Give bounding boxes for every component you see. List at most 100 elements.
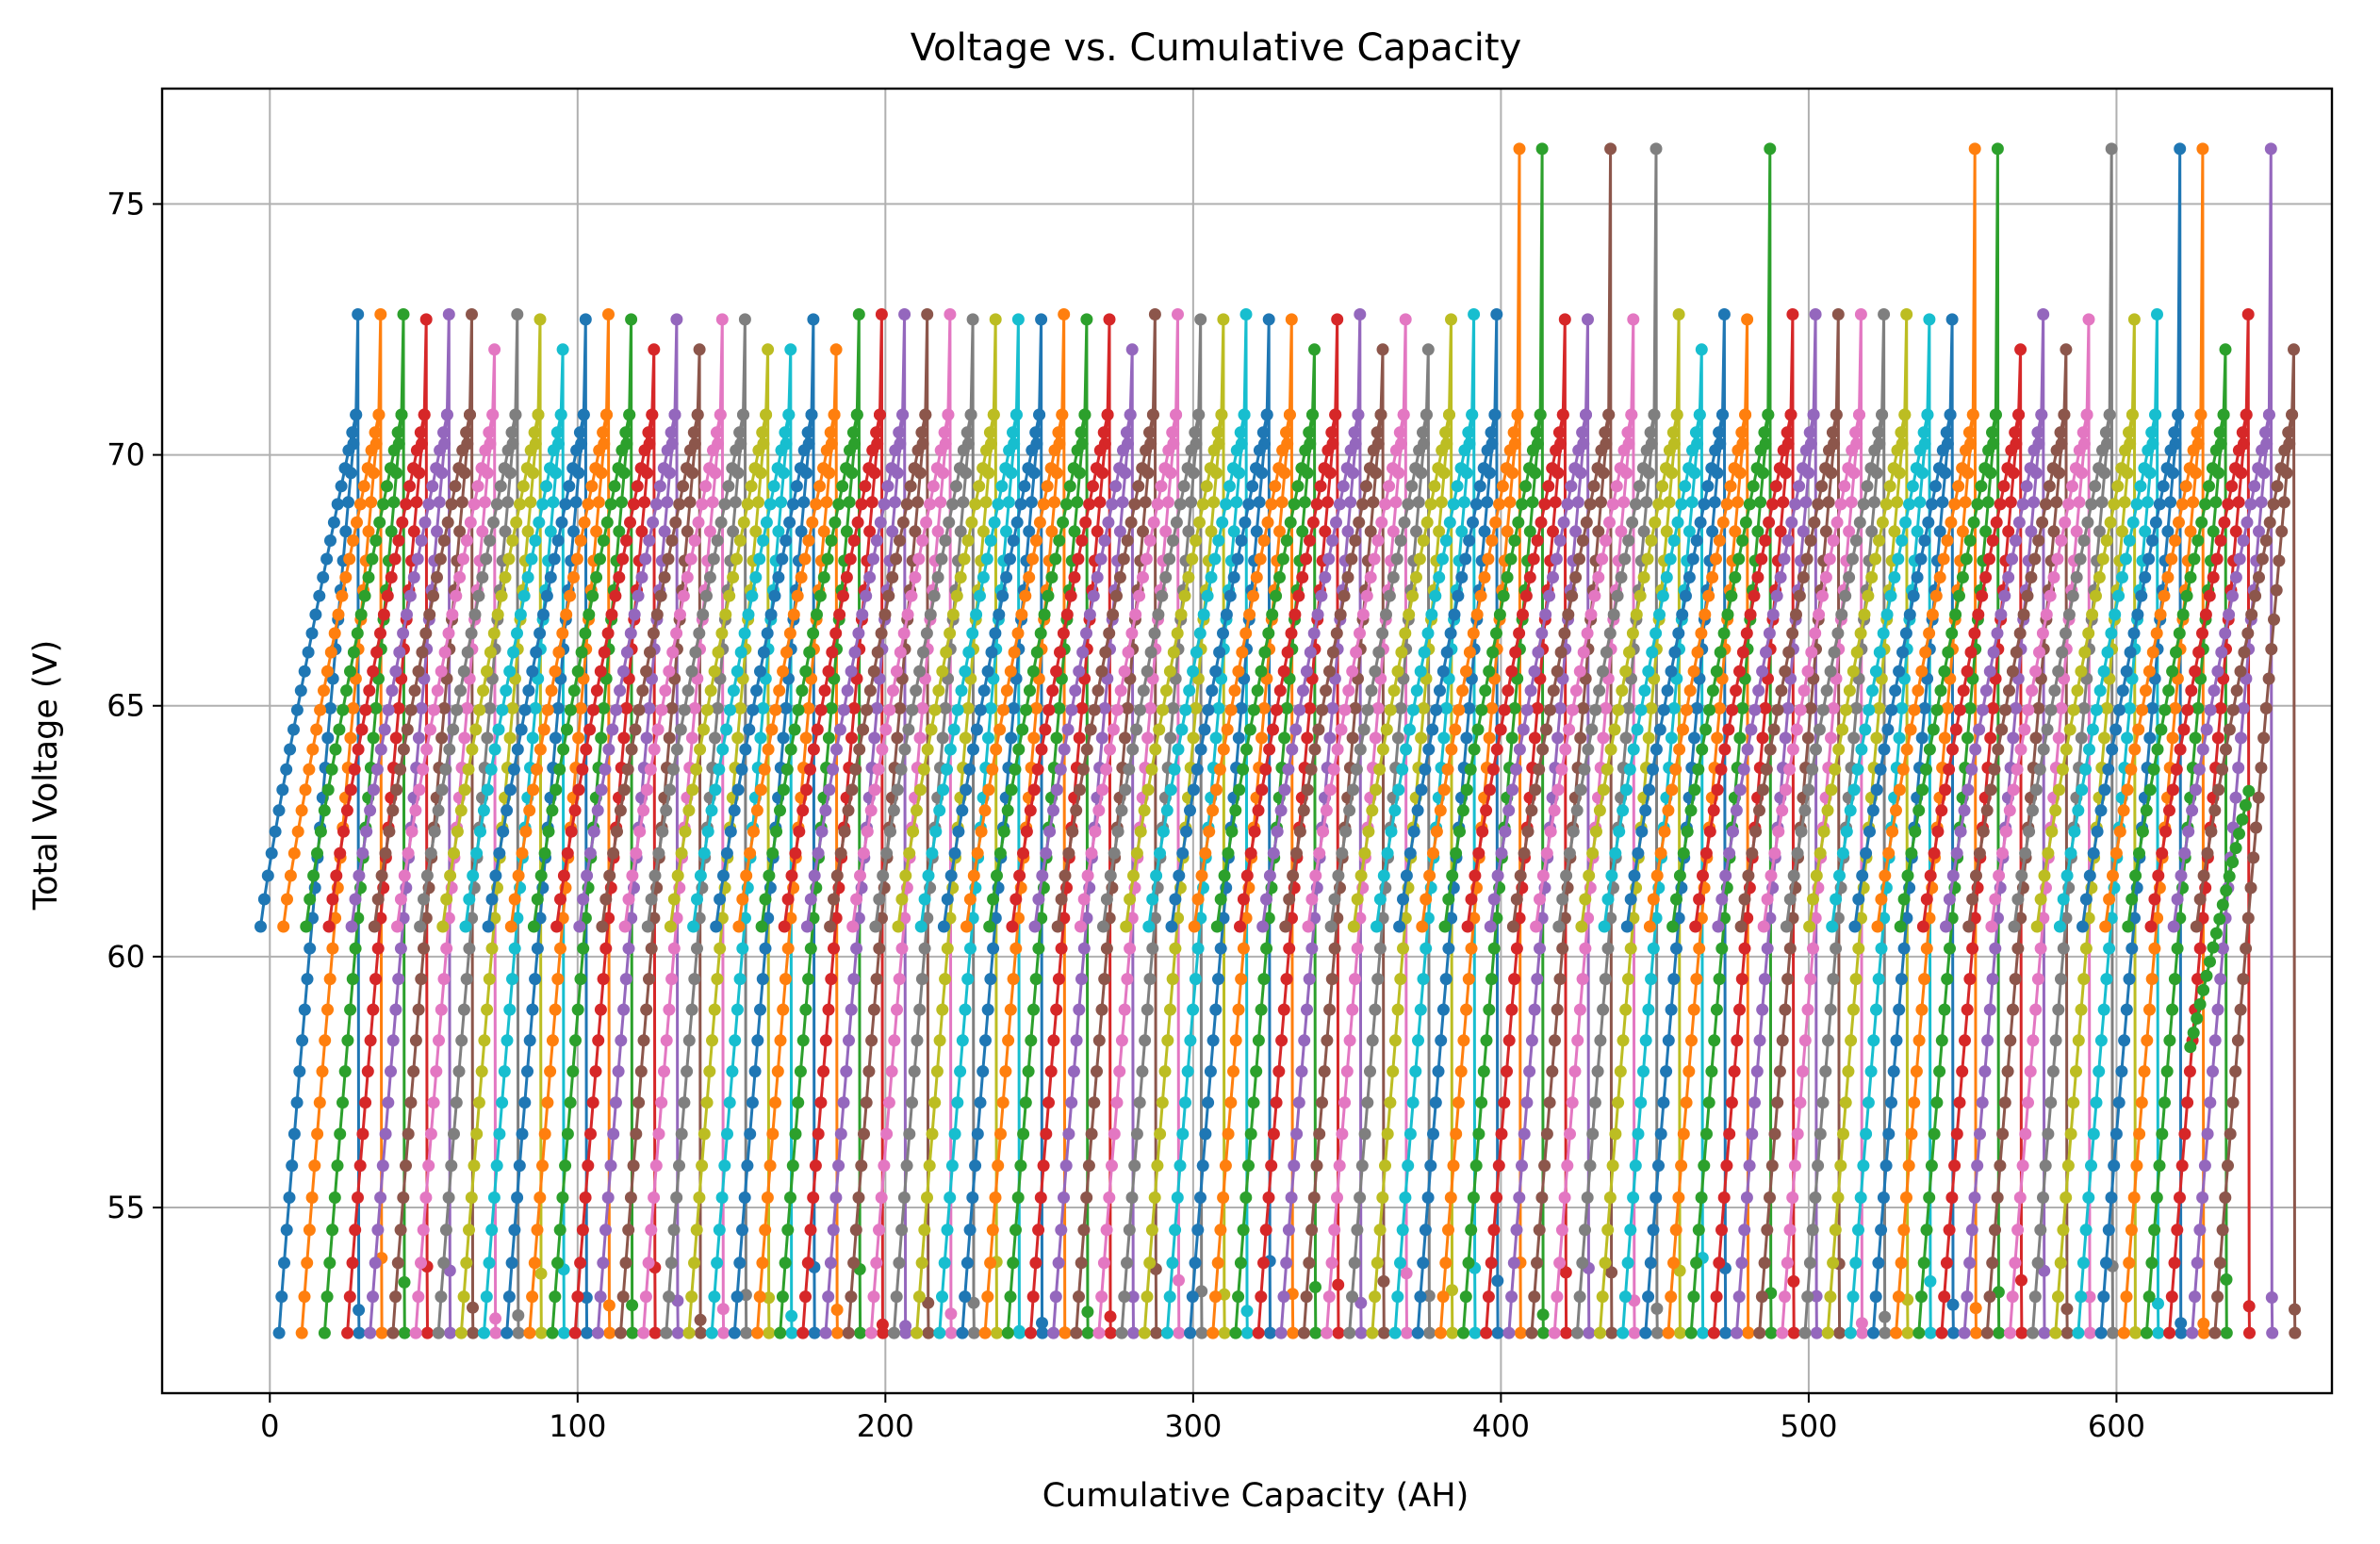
data-point (1851, 763, 1864, 776)
data-point (1609, 846, 1622, 860)
data-point (1278, 783, 1291, 797)
data-point (512, 1326, 525, 1339)
data-point (1689, 920, 1702, 933)
data-point (1650, 1326, 1664, 1339)
data-point (1928, 1127, 1941, 1141)
data-point (694, 743, 707, 756)
data-point (1475, 1096, 1488, 1109)
data-point (752, 444, 765, 457)
data-point (1741, 912, 1754, 925)
data-point (712, 646, 725, 659)
data-point (1965, 1224, 1978, 1237)
data-point (354, 608, 368, 621)
data-point (1090, 462, 1103, 475)
data-point (974, 589, 986, 602)
data-point (875, 627, 888, 640)
data-point (1507, 1257, 1520, 1270)
data-point (715, 313, 729, 326)
data-point (769, 1096, 781, 1109)
data-point (1807, 893, 1819, 906)
data-point (716, 743, 730, 756)
series-36 (1092, 308, 1186, 1339)
data-point (1252, 1034, 1265, 1047)
data-point (803, 646, 816, 659)
data-point (1516, 498, 1529, 511)
data-point (1928, 846, 1941, 860)
data-point (1190, 701, 1203, 715)
data-point (1221, 723, 1234, 736)
data-point (1469, 869, 1482, 882)
data-point (1929, 589, 1943, 602)
data-point (2020, 480, 2033, 493)
data-point (665, 973, 679, 986)
data-point (1886, 825, 1899, 838)
data-point (1919, 646, 1932, 659)
data-point (342, 496, 354, 509)
data-point (570, 444, 583, 457)
data-point (681, 684, 695, 698)
data-point (409, 1034, 422, 1047)
data-point (514, 498, 526, 511)
data-point (847, 701, 861, 715)
data-point (999, 462, 1012, 475)
data-point (1174, 498, 1187, 511)
data-point (1771, 703, 1784, 716)
data-point (996, 1096, 1009, 1109)
data-point (2016, 498, 2029, 511)
data-point (567, 525, 580, 538)
data-point (1332, 1326, 1345, 1339)
data-point (433, 1034, 445, 1047)
data-point (1874, 763, 1887, 776)
data-point (855, 498, 868, 511)
data-point (600, 516, 614, 529)
data-point (2029, 731, 2043, 745)
data-point (775, 496, 788, 509)
data-point (2009, 426, 2022, 439)
data-point (417, 1224, 430, 1237)
data-point (1819, 462, 1832, 475)
data-point (826, 646, 839, 659)
data-point (1890, 804, 1902, 817)
data-point (1143, 973, 1157, 986)
data-point (1167, 701, 1179, 715)
data-point (319, 1034, 332, 1047)
data-point (1022, 462, 1035, 475)
data-point (329, 912, 342, 925)
data-point (691, 408, 704, 421)
data-point (1258, 646, 1272, 659)
data-point (254, 920, 267, 933)
data-point (733, 701, 747, 715)
data-point (1675, 498, 1688, 511)
data-point (1603, 516, 1616, 529)
data-point (379, 846, 392, 860)
data-point (928, 703, 942, 716)
data-point (1810, 1326, 1823, 1339)
data-point (1791, 1127, 1804, 1141)
data-point (804, 893, 817, 906)
data-point (2058, 408, 2071, 421)
data-point (1719, 1326, 1732, 1339)
data-point (911, 496, 925, 509)
data-point (505, 426, 518, 439)
data-point (1764, 869, 1778, 882)
data-point (413, 783, 426, 797)
data-point (807, 627, 820, 640)
data-point (1061, 723, 1075, 736)
data-point (642, 1257, 655, 1270)
data-point (1514, 1326, 1527, 1339)
data-point (694, 1326, 707, 1339)
data-point (344, 783, 357, 797)
data-point (1931, 825, 1945, 838)
data-point (489, 1312, 502, 1325)
data-point (830, 869, 844, 882)
data-point (1237, 942, 1250, 955)
data-point (778, 920, 791, 933)
data-point (840, 571, 853, 583)
data-point (1544, 825, 1557, 838)
data-point (1597, 665, 1609, 678)
data-point (764, 608, 778, 621)
data-point (1713, 1257, 1726, 1270)
data-point (531, 1224, 544, 1237)
data-point (1229, 1034, 1242, 1047)
data-point (1222, 1127, 1235, 1141)
